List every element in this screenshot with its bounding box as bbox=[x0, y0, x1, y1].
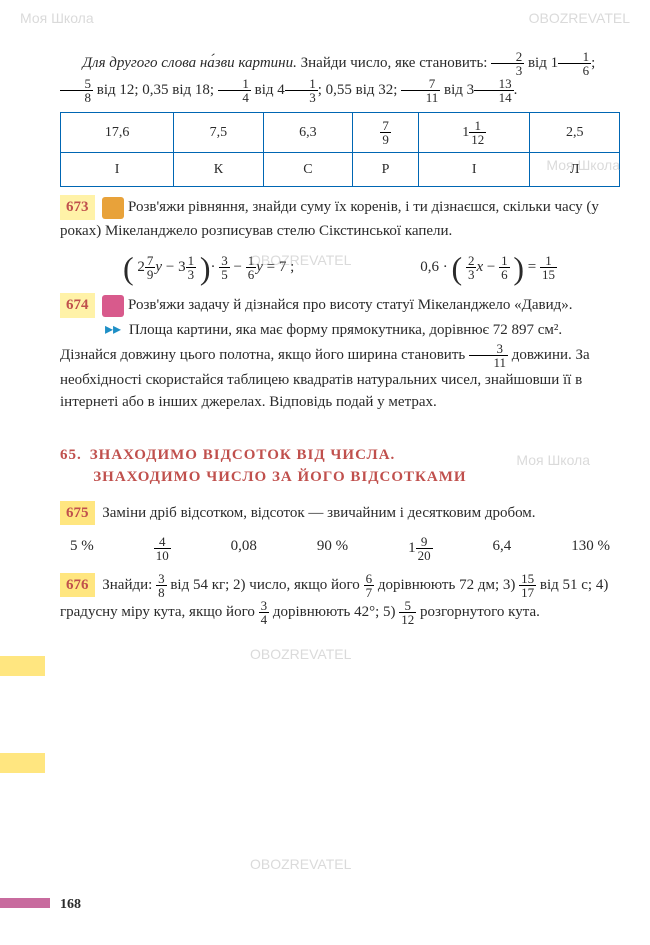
task-675: 675 Заміни дріб відсотком, відсоток — зв… bbox=[60, 501, 620, 526]
task-number: 674 bbox=[60, 293, 95, 318]
table-row: І К С Р І Л bbox=[61, 153, 620, 187]
table-row: 17,6 7,5 6,3 79 1112 2,5 bbox=[61, 113, 620, 153]
watermark: OBOZREVATEL bbox=[250, 854, 351, 875]
equation-1: ( 279y − 313 )· 35 − 16y = 7 ; bbox=[123, 254, 294, 281]
expression-row: 5 % 410 0,08 90 % 1920 6,4 130 % bbox=[60, 535, 620, 562]
task-number: 675 bbox=[60, 501, 95, 526]
margin-highlight bbox=[0, 656, 45, 676]
puzzle-icon bbox=[102, 295, 124, 317]
equation-row: ( 279y − 313 )· 35 − 16y = 7 ; 0,6 · ( 2… bbox=[60, 254, 620, 281]
cipher-table: 17,6 7,5 6,3 79 1112 2,5 І К С Р І Л bbox=[60, 112, 620, 187]
watermark: Моя Школа bbox=[20, 8, 94, 29]
task-number: 676 bbox=[60, 573, 95, 598]
page-number: 168 bbox=[60, 894, 81, 915]
arrow-icon: ▸▸ bbox=[83, 318, 122, 342]
section-heading: 65.ЗНАХОДИМО ВІДСОТОК ВІД ЧИСЛА. ЗНАХОДИ… bbox=[60, 444, 620, 489]
intro-paragraph: Для другого слова на́зви картини. Знайди… bbox=[60, 50, 620, 104]
task-673: 673 Розв'яжи рівняння, знайди суму їх ко… bbox=[60, 195, 620, 242]
task-674-body: ▸▸ Площа картини, яка має форму прямокут… bbox=[60, 318, 620, 414]
watermark: OBOZREVATEL bbox=[529, 8, 630, 29]
equation-2: 0,6 · ( 23x − 16 ) = 115 bbox=[420, 254, 557, 281]
task-676: 676 Знайди: 38 від 54 кг; 2) число, якщо… bbox=[60, 572, 620, 626]
puzzle-icon bbox=[102, 197, 124, 219]
watermark: OBOZREVATEL bbox=[250, 644, 351, 665]
task-674: 674 Розв'яжи задачу й дізнайся про висот… bbox=[60, 293, 620, 318]
task-number: 673 bbox=[60, 195, 95, 220]
margin-highlight bbox=[0, 753, 45, 773]
